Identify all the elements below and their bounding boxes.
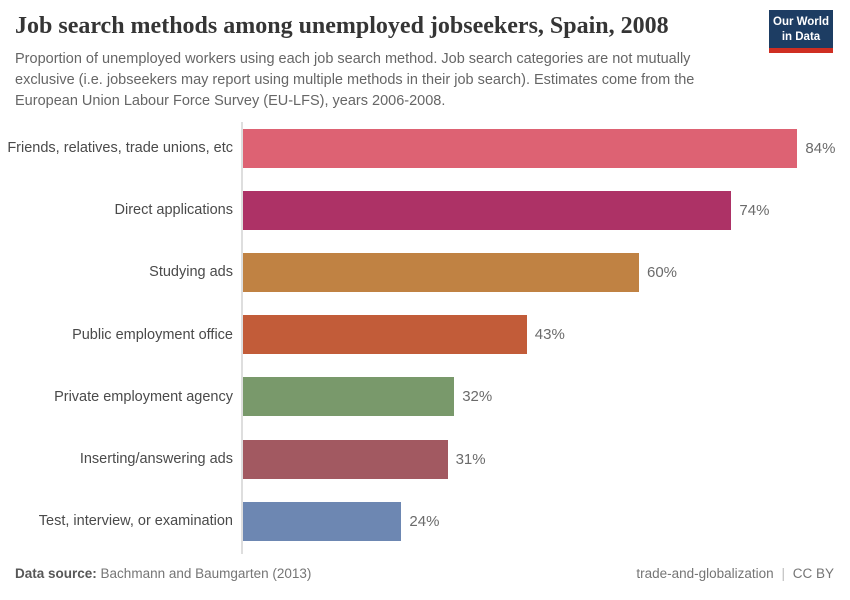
category-label: Direct applications bbox=[114, 202, 233, 219]
bar-row: Direct applications 74% bbox=[0, 179, 850, 241]
bar[interactable] bbox=[243, 252, 639, 292]
bar-row: Friends, relatives, trade unions, etc 84% bbox=[0, 117, 850, 179]
data-source: Data source: Bachmann and Baumgarten (20… bbox=[15, 566, 311, 581]
footer-slug: trade-and-globalization bbox=[636, 566, 774, 581]
bar-track: 74% bbox=[243, 190, 850, 230]
bar[interactable] bbox=[243, 501, 402, 541]
bar-row: Inserting/answering ads 31% bbox=[0, 428, 850, 490]
value-label: 84% bbox=[805, 139, 836, 157]
category-label: Inserting/answering ads bbox=[79, 451, 233, 468]
category-label: Public employment office bbox=[72, 326, 233, 343]
bar[interactable] bbox=[243, 377, 455, 417]
value-label: 43% bbox=[534, 326, 565, 344]
category-label: Test, interview, or examination bbox=[38, 513, 233, 530]
bar-row: Studying ads 60% bbox=[0, 241, 850, 303]
data-source-value: Bachmann and Baumgarten (2013) bbox=[100, 566, 312, 581]
chart-header: Job search methods among unemployed jobs… bbox=[15, 12, 750, 112]
bar-chart: Friends, relatives, trade unions, etc 84%… bbox=[0, 117, 850, 554]
bar-track: 84% bbox=[243, 128, 850, 168]
value-label: 31% bbox=[455, 450, 486, 468]
owid-logo-line2: in Data bbox=[781, 30, 821, 43]
y-axis-line bbox=[241, 122, 243, 554]
bar-row: Private employment agency 32% bbox=[0, 366, 850, 428]
bar-track: 24% bbox=[243, 501, 850, 541]
bar-track: 60% bbox=[243, 252, 850, 292]
category-label: Friends, relatives, trade unions, etc bbox=[7, 140, 233, 157]
category-label: Studying ads bbox=[149, 264, 233, 281]
bar-track: 43% bbox=[243, 315, 850, 355]
page-subtitle: Proportion of unemployed workers using e… bbox=[15, 50, 695, 109]
bar-track: 32% bbox=[243, 377, 850, 417]
footer-separator: | bbox=[781, 566, 785, 581]
bar-row: Public employment office 43% bbox=[0, 304, 850, 366]
owid-logo[interactable]: Our World in Data bbox=[769, 10, 833, 54]
footer-right: trade-and-globalization | CC BY bbox=[636, 566, 834, 581]
data-source-label: Data source: bbox=[15, 566, 97, 581]
owid-logo-line1: Our World bbox=[773, 16, 830, 28]
category-label: Private employment agency bbox=[54, 388, 233, 405]
bar-track: 31% bbox=[243, 439, 850, 479]
value-label: 74% bbox=[739, 201, 770, 219]
bar[interactable] bbox=[243, 315, 527, 355]
value-label: 60% bbox=[647, 263, 678, 281]
footer-license: CC BY bbox=[792, 566, 834, 581]
bar-row: Test, interview, or examination 24% bbox=[0, 490, 850, 552]
page-title: Job search methods among unemployed jobs… bbox=[15, 13, 669, 39]
value-label: 32% bbox=[462, 388, 493, 406]
bar[interactable] bbox=[243, 128, 798, 168]
value-label: 24% bbox=[409, 512, 440, 530]
bar[interactable] bbox=[243, 439, 448, 479]
footer: Data source: Bachmann and Baumgarten (20… bbox=[15, 566, 834, 581]
bar[interactable] bbox=[243, 190, 732, 230]
